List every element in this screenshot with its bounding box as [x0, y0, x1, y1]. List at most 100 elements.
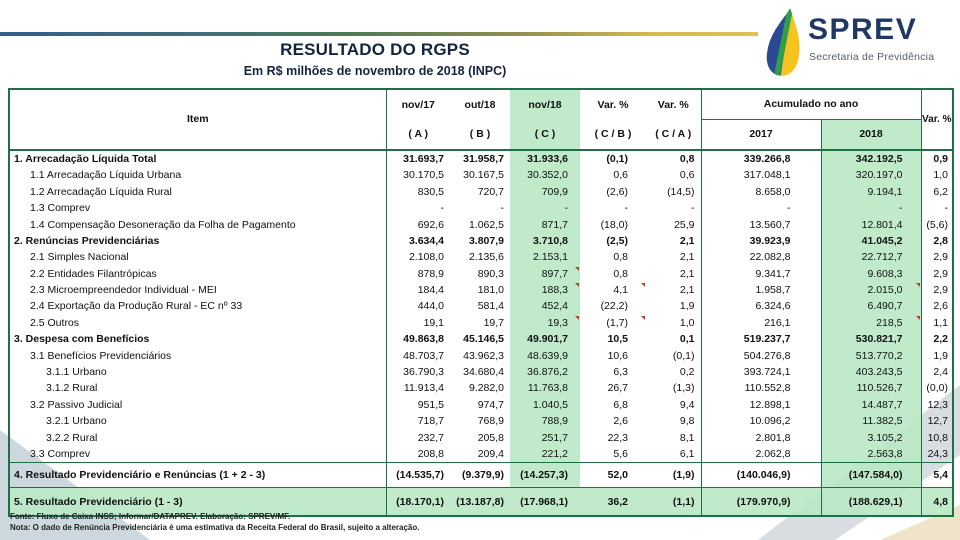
- col-header-var-acc: Var. %: [920, 89, 953, 150]
- value-cell: (13.187,8): [450, 487, 510, 517]
- row-label: 2.2 Entidades Filantrópicas: [9, 265, 387, 283]
- value-cell: 0,9: [920, 150, 953, 168]
- value-cell: 52,0: [580, 462, 646, 488]
- value-cell: (1,3): [672, 382, 695, 395]
- value-cell: 2,1: [679, 251, 695, 264]
- value-cell: 878,9: [417, 267, 444, 280]
- value-cell: 48.639,9: [510, 347, 580, 365]
- table-row: 1.1 Arrecadação Líquida Urbana 30.170,5 30…: [9, 167, 953, 184]
- row-label: 2.3 Microempreendedor Individual - MEI: [9, 282, 387, 299]
- col-subheader-ca: ( C / A ): [655, 128, 692, 140]
- sprev-logo: SPREV Secretaria de Previdência: [762, 4, 958, 82]
- table-row: 3.2.1 Urbano 718,7 768,9 788,9 2,6 9,8 10.096,…: [9, 413, 953, 430]
- value-cell: 890,3: [477, 267, 504, 280]
- value-cell: -: [820, 200, 921, 217]
- row-label: 1.1 Arrecadação Líquida Urbana: [9, 167, 387, 184]
- value-cell: 184,4: [417, 284, 444, 297]
- value-cell: 1,9: [679, 300, 695, 313]
- comment-marker-icon: [641, 315, 645, 320]
- value-cell: 6.324,6: [700, 298, 821, 315]
- col-subheader-2017: 2017: [700, 119, 821, 150]
- value-cell: 36.876,2: [510, 364, 580, 381]
- value-cell: 2,9: [920, 282, 953, 299]
- value-cell: 209,4: [477, 447, 504, 460]
- value-cell: 3.105,2: [820, 429, 921, 447]
- value-cell: 709,9: [510, 183, 580, 201]
- value-cell: 22,3: [607, 431, 628, 444]
- footer-notes: Fonte: Fluxo de Caixa INSS; Informar/DAT…: [10, 511, 419, 533]
- col-header-var-ca: Var. %: [657, 98, 689, 111]
- value-cell: 30.170,5: [403, 169, 444, 182]
- row-label: 3.3 Comprev: [9, 446, 387, 463]
- table-row: 4. Resultado Previdenciário e Renúncias …: [9, 462, 953, 488]
- table-row: 1.3 Comprev - - - - - - - -: [9, 200, 953, 217]
- table-row: 1.4 Compensação Desoneração da Folha de …: [9, 216, 953, 233]
- value-cell: 0,2: [679, 366, 695, 379]
- value-cell: 9.194,1: [820, 183, 921, 201]
- value-cell: 5,4: [920, 462, 953, 488]
- value-cell: 221,2: [510, 446, 580, 463]
- value-cell: (14,5): [667, 185, 695, 198]
- value-cell: 871,7: [510, 216, 580, 233]
- value-cell: 0,6: [679, 169, 695, 182]
- value-cell: 188,3: [510, 282, 580, 299]
- value-cell: 1.062,5: [468, 218, 504, 231]
- value-cell: -: [624, 202, 629, 215]
- row-label: 1.3 Comprev: [9, 200, 387, 217]
- value-cell: 403.243,5: [820, 364, 921, 381]
- value-cell: (1,9): [646, 462, 701, 488]
- value-cell: 3.710,8: [510, 232, 580, 250]
- value-cell: 2,2: [920, 331, 953, 348]
- value-cell: 2.108,0: [408, 251, 444, 264]
- value-cell: 0,8: [679, 152, 695, 165]
- value-cell: 22.712,7: [820, 249, 921, 266]
- table-row: 2.1 Simples Nacional 2.108,0 2.135,6 2.153,…: [9, 249, 953, 266]
- value-cell: 13.560,7: [700, 216, 821, 233]
- value-cell: (0,1): [672, 349, 695, 362]
- value-cell: 31.693,7: [403, 152, 444, 165]
- value-cell: 2,1: [679, 267, 695, 280]
- table-row: 1.2 Arrecadação Líquida Rural 830,5 720,7 7…: [9, 183, 953, 201]
- value-cell: 48.703,7: [403, 349, 444, 362]
- value-cell: -: [691, 202, 695, 215]
- value-cell: 830,5: [417, 185, 444, 198]
- value-cell: 342.192,5: [820, 150, 921, 168]
- table-row: 3.1 Benefícios Previdenciários 48.703,7 43…: [9, 347, 953, 365]
- value-cell: 2,1: [679, 284, 695, 297]
- sprev-drop-icon: [763, 5, 807, 79]
- value-cell: 14.487,7: [820, 396, 921, 414]
- col-subheader-c: ( C ): [510, 119, 580, 150]
- value-cell: 19,3: [510, 314, 580, 332]
- value-cell: 2.153,1: [510, 249, 580, 266]
- value-cell: 12,7: [920, 413, 953, 430]
- value-cell: -: [500, 202, 505, 215]
- value-cell: 692,6: [417, 218, 444, 231]
- value-cell: 581,4: [477, 300, 504, 313]
- col-subheader-b: ( B ): [469, 128, 491, 140]
- value-cell: 1,9: [920, 347, 953, 365]
- value-cell: 339.266,8: [700, 150, 821, 168]
- value-cell: (1,7): [580, 315, 646, 331]
- row-label: 3.2.2 Rural: [9, 429, 387, 447]
- row-label: 1.2 Arrecadação Líquida Rural: [9, 183, 387, 201]
- value-cell: 0,6: [613, 169, 628, 182]
- table-row: 3.2.2 Rural 232,7 205,8 251,7 22,3 8,1 2.801,8…: [9, 429, 953, 447]
- value-cell: 2.062,8: [700, 446, 821, 463]
- footer-nota: Nota: O dado de Renúncia Previdenciária …: [10, 523, 420, 532]
- value-cell: 11.913,4: [403, 382, 444, 395]
- value-cell: 2,6: [613, 415, 628, 428]
- value-cell: 8.658,0: [700, 183, 821, 201]
- value-cell: 216,1: [700, 314, 821, 332]
- table-row: 3.2 Passivo Judicial 951,5 974,7 1.040,5 6,8…: [9, 396, 953, 414]
- value-cell: 9.282,0: [468, 382, 504, 395]
- value-cell: 317.048,1: [700, 167, 821, 184]
- value-cell: 2.801,8: [700, 429, 821, 447]
- table-row: 2.4 Exportação da Produção Rural - EC nº…: [9, 298, 953, 315]
- value-cell: 452,4: [510, 298, 580, 315]
- value-cell: 10.096,2: [700, 413, 821, 430]
- value-cell: 49.863,8: [403, 333, 444, 346]
- value-cell: 6,3: [613, 366, 628, 379]
- value-cell: 5,6: [613, 447, 628, 460]
- value-cell: 974,7: [477, 398, 504, 411]
- value-cell: 2.135,6: [468, 251, 504, 264]
